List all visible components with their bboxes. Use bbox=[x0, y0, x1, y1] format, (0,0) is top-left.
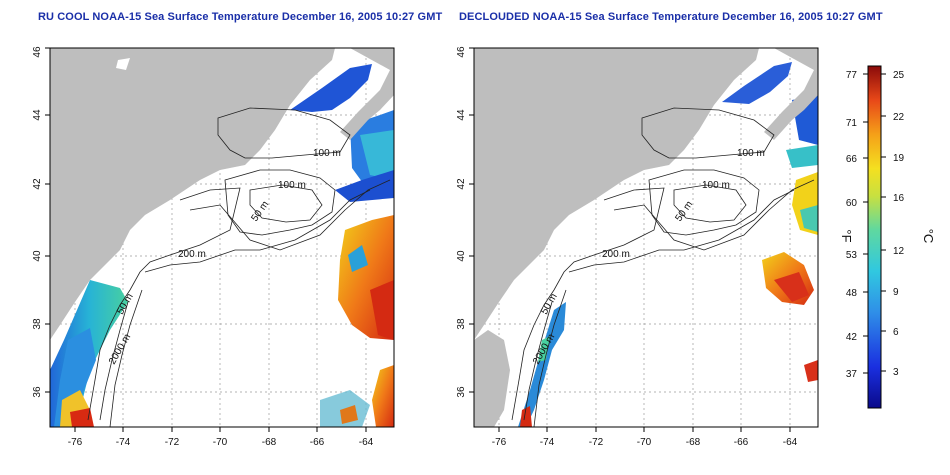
lat-tick-label: 44 bbox=[456, 109, 467, 121]
land-mass bbox=[50, 48, 335, 340]
lon-tick-label: -74 bbox=[116, 437, 131, 448]
lat-tick-label: 46 bbox=[456, 46, 467, 58]
lat-tick-label: 38 bbox=[32, 318, 43, 330]
land-mass-south bbox=[474, 330, 510, 427]
celsius-tick: 16 bbox=[893, 193, 905, 204]
fahrenheit-tick: 77 bbox=[846, 70, 858, 81]
fahrenheit-tick: 60 bbox=[846, 198, 858, 209]
fahrenheit-tick: 37 bbox=[846, 369, 858, 380]
lat-tick-label: 36 bbox=[32, 386, 43, 398]
sst-field bbox=[484, 62, 818, 427]
lon-tick-label: -74 bbox=[540, 437, 555, 448]
lon-tick-label: -70 bbox=[213, 437, 228, 448]
lon-tick-label: -76 bbox=[492, 437, 507, 448]
lat-tick-label: 42 bbox=[32, 178, 43, 190]
contour-label-100m-north: 100 m bbox=[737, 148, 765, 159]
contour-label-100m-north: 100 m bbox=[313, 148, 341, 159]
lat-tick-label: 46 bbox=[32, 46, 43, 58]
map-frame bbox=[49, 47, 395, 428]
lon-tick-label: -66 bbox=[734, 437, 749, 448]
celsius-tick: 9 bbox=[893, 287, 899, 298]
lon-tick-label: -70 bbox=[637, 437, 652, 448]
lon-tick-label: -72 bbox=[165, 437, 180, 448]
lon-tick-label: -64 bbox=[783, 437, 798, 448]
fahrenheit-tick: 66 bbox=[846, 154, 858, 165]
celsius-tick: 19 bbox=[893, 153, 905, 164]
lon-tick-label: -76 bbox=[68, 437, 83, 448]
land-mass bbox=[474, 48, 759, 340]
fahrenheit-tick: 48 bbox=[846, 288, 858, 299]
left-map-panel: 100 m 100 m 50 m 200 m 50 m 2000 m -76 -… bbox=[16, 40, 406, 470]
map-frame bbox=[473, 47, 819, 428]
fahrenheit-tick: 42 bbox=[846, 332, 858, 343]
contour-label-100m-bank: 100 m bbox=[702, 180, 730, 191]
lon-tick-label: -68 bbox=[262, 437, 277, 448]
lat-tick-label: 40 bbox=[32, 250, 43, 262]
colorbar: 77 71 66 60 53 48 42 37 25 22 19 16 12 9… bbox=[820, 40, 945, 425]
bathymetry-contours bbox=[87, 107, 391, 428]
fahrenheit-tick: 53 bbox=[846, 250, 858, 261]
contour-label-100m-bank: 100 m bbox=[278, 180, 306, 191]
sst-field bbox=[50, 64, 394, 427]
contour-label-200m: 200 m bbox=[602, 249, 630, 260]
celsius-tick: 6 bbox=[893, 327, 899, 338]
nova-scotia-land bbox=[340, 48, 394, 140]
nova-scotia-land bbox=[764, 48, 818, 140]
colorbar-ramp bbox=[867, 65, 882, 409]
celsius-unit-label: °C bbox=[921, 229, 936, 244]
right-map-panel: 100 m 100 m 50 m 200 m 50 m 2000 m -76 -… bbox=[440, 40, 820, 470]
lat-tick-label: 44 bbox=[32, 109, 43, 121]
celsius-tick: 12 bbox=[893, 246, 905, 257]
right-map-title: DECLOUDED NOAA-15 Sea Surface Temperatur… bbox=[459, 11, 883, 23]
lon-tick-label: -72 bbox=[589, 437, 604, 448]
lat-tick-label: 38 bbox=[456, 318, 467, 330]
lon-tick-label: -66 bbox=[310, 437, 325, 448]
fahrenheit-tick: 71 bbox=[846, 118, 858, 129]
lat-tick-label: 40 bbox=[456, 250, 467, 262]
lat-tick-label: 42 bbox=[456, 178, 467, 190]
contour-label-200m: 200 m bbox=[178, 249, 206, 260]
lon-tick-label: -68 bbox=[686, 437, 701, 448]
celsius-tick: 22 bbox=[893, 112, 905, 123]
lon-tick-label: -64 bbox=[359, 437, 374, 448]
lat-tick-label: 36 bbox=[456, 386, 467, 398]
fahrenheit-unit-label: °F bbox=[839, 229, 854, 242]
lake-shape bbox=[116, 58, 130, 70]
left-map-title: RU COOL NOAA-15 Sea Surface Temperature … bbox=[38, 11, 443, 23]
celsius-tick: 25 bbox=[893, 70, 905, 81]
celsius-tick: 3 bbox=[893, 367, 899, 378]
bathymetry-contours bbox=[511, 107, 815, 428]
